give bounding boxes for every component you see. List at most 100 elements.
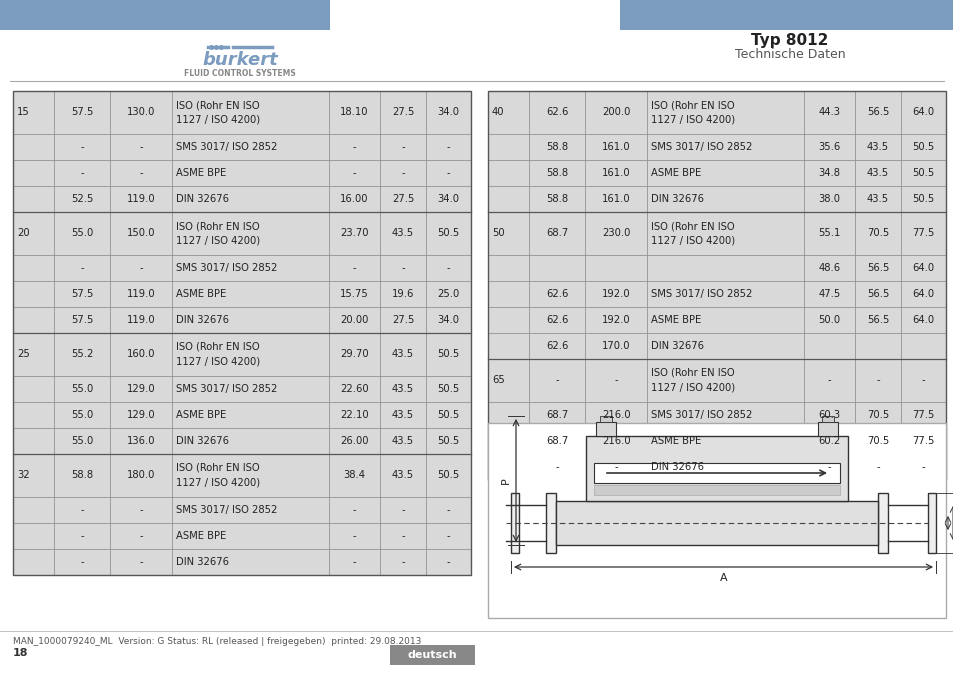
Bar	[900, 212, 945, 255]
Text: -: -	[139, 557, 143, 567]
Text: 62.6: 62.6	[545, 289, 568, 299]
Text: 38.0: 38.0	[818, 194, 840, 204]
Text: 27.5: 27.5	[392, 315, 414, 325]
Bar	[329, 402, 380, 428]
Bar	[380, 376, 425, 402]
Text: 43.5: 43.5	[866, 142, 888, 152]
Text: FLUID CONTROL SYSTEMS: FLUID CONTROL SYSTEMS	[184, 69, 295, 77]
Text: -: -	[139, 505, 143, 515]
Text: 22.60: 22.60	[340, 384, 369, 394]
Bar	[110, 333, 172, 376]
Text: 119.0: 119.0	[127, 315, 155, 325]
Bar	[54, 376, 110, 402]
Bar	[900, 402, 945, 428]
Bar	[13, 160, 54, 186]
Bar	[488, 454, 528, 480]
Text: DIN 32676: DIN 32676	[651, 194, 703, 204]
Bar	[803, 428, 855, 454]
Bar	[817, 422, 837, 436]
Text: 34.8: 34.8	[818, 168, 840, 178]
Bar	[647, 428, 803, 454]
Text: 27.5: 27.5	[392, 194, 414, 204]
Text: 40: 40	[492, 108, 504, 118]
Text: 58.8: 58.8	[71, 470, 93, 480]
Bar	[488, 307, 528, 333]
Text: 1127 / ISO 4200): 1127 / ISO 4200)	[176, 357, 260, 367]
Bar	[528, 255, 584, 281]
Text: ISO (Rohr EN ISO: ISO (Rohr EN ISO	[176, 221, 260, 231]
Bar	[54, 160, 110, 186]
Bar	[54, 454, 110, 497]
Bar	[528, 402, 584, 428]
Text: Typ 8012: Typ 8012	[751, 34, 828, 48]
Bar	[584, 307, 647, 333]
Text: 19.6: 19.6	[392, 289, 414, 299]
Bar	[329, 497, 380, 523]
Text: 192.0: 192.0	[601, 289, 630, 299]
Bar	[647, 160, 803, 186]
Text: 1127 / ISO 4200): 1127 / ISO 4200)	[176, 477, 260, 487]
Bar	[855, 255, 900, 281]
Text: 50.5: 50.5	[911, 168, 934, 178]
Bar	[855, 134, 900, 160]
Text: 50.5: 50.5	[911, 194, 934, 204]
Bar	[584, 91, 647, 134]
Text: 161.0: 161.0	[601, 142, 630, 152]
Bar	[803, 359, 855, 402]
Text: 180.0: 180.0	[127, 470, 155, 480]
Bar	[619, 0, 953, 30]
Text: -: -	[401, 168, 404, 178]
Text: 1127 / ISO 4200): 1127 / ISO 4200)	[651, 236, 735, 246]
Bar	[855, 160, 900, 186]
Text: -: -	[446, 168, 450, 178]
Bar	[54, 134, 110, 160]
Text: 23.70: 23.70	[340, 228, 369, 238]
Bar	[13, 523, 54, 548]
Text: 64.0: 64.0	[911, 289, 933, 299]
Text: DIN 32676: DIN 32676	[651, 462, 703, 472]
Bar	[380, 281, 425, 307]
Bar	[13, 255, 54, 281]
Text: 57.5: 57.5	[71, 315, 93, 325]
Bar	[172, 523, 329, 548]
Text: ASME BPE: ASME BPE	[176, 530, 227, 540]
Bar	[803, 91, 855, 134]
Bar	[425, 402, 471, 428]
Bar	[380, 212, 425, 255]
Text: 43.5: 43.5	[392, 435, 414, 446]
Text: 50.5: 50.5	[436, 435, 459, 446]
Bar	[380, 548, 425, 575]
Bar	[172, 255, 329, 281]
Bar	[803, 134, 855, 160]
Bar	[855, 428, 900, 454]
Bar	[110, 548, 172, 575]
Bar	[13, 212, 54, 255]
Text: -: -	[353, 505, 356, 515]
Text: 70.5: 70.5	[866, 410, 888, 420]
Bar	[329, 548, 380, 575]
Text: 160.0: 160.0	[127, 349, 155, 359]
Bar	[13, 91, 471, 575]
Bar	[172, 548, 329, 575]
Bar	[380, 428, 425, 454]
Bar	[528, 160, 584, 186]
Bar	[556, 501, 877, 545]
Bar	[647, 281, 803, 307]
Text: 55.1: 55.1	[818, 228, 840, 238]
Text: 1127 / ISO 4200): 1127 / ISO 4200)	[651, 382, 735, 392]
Text: -: -	[446, 557, 450, 567]
Bar	[528, 333, 584, 359]
Text: -: -	[921, 376, 924, 385]
Bar	[528, 428, 584, 454]
Text: -: -	[401, 530, 404, 540]
Bar	[54, 307, 110, 333]
Text: -: -	[80, 530, 84, 540]
Bar	[488, 160, 528, 186]
Bar	[380, 160, 425, 186]
Text: -: -	[614, 462, 618, 472]
Bar	[647, 134, 803, 160]
Text: 25: 25	[17, 349, 30, 359]
Bar	[110, 255, 172, 281]
Bar	[172, 160, 329, 186]
Bar	[172, 454, 329, 497]
